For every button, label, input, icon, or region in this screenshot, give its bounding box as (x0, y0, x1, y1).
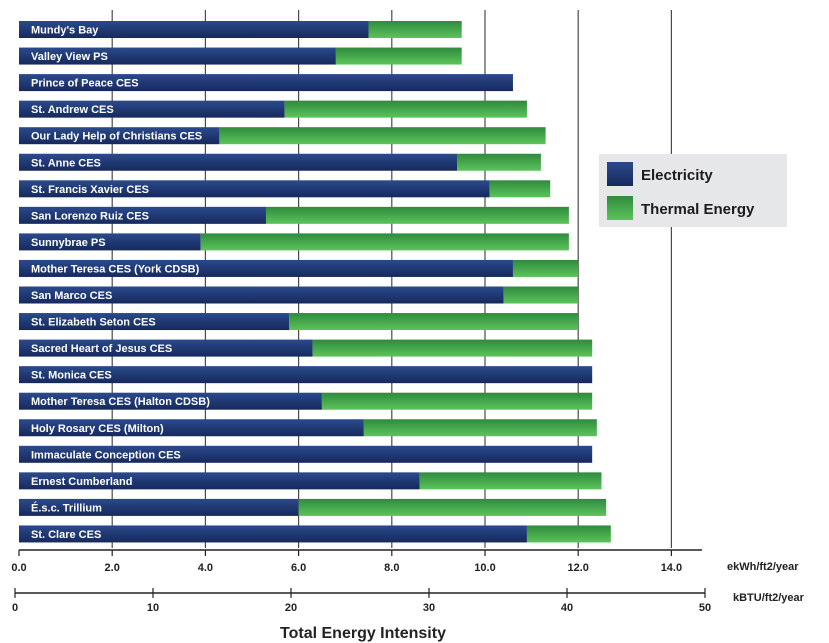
bar-label-1: Valley View PS (31, 51, 108, 63)
primary-tick-label-0: 0.0 (11, 562, 26, 574)
bar-label-17: Ernest Cumberland (31, 476, 132, 488)
bar-electricity-5 (19, 153, 458, 171)
bar-electricity-16 (19, 445, 593, 463)
bar-thermal-5 (457, 153, 541, 171)
secondary-tick-label-0: 0 (12, 602, 18, 614)
bar-thermal-10 (503, 286, 579, 304)
bar-electricity-19 (19, 525, 527, 543)
bar-electricity-4 (19, 127, 220, 145)
bar-thermal-3 (284, 100, 527, 118)
bar-thermal-6 (489, 180, 551, 198)
bar-thermal-18 (298, 498, 607, 516)
bar-label-0: Mundy's Bay (31, 25, 99, 37)
bar-label-8: Sunnybrae PS (31, 237, 106, 249)
primary-tick-label-7: 14.0 (661, 562, 682, 574)
primary-tick-label-2: 4.0 (198, 562, 213, 574)
primary-tick-label-4: 8.0 (384, 562, 399, 574)
secondary-tick-label-4: 40 (561, 602, 573, 614)
bar-thermal-8 (200, 233, 569, 251)
axis-layer: 0.0 2.0 4.0 6.0 8.0 10.0 12.0 14.0 0 10 20 30 40 50 (11, 549, 711, 614)
bar-label-11: St. Elizabeth Seton CES (31, 317, 156, 329)
grid-layer (111, 10, 673, 548)
bar-electricity-12 (19, 339, 313, 357)
bar-thermal-11 (289, 313, 579, 331)
bar-electricity-13 (19, 366, 593, 384)
secondary-tick-label-1: 10 (147, 602, 159, 614)
bar-electricity-9 (19, 259, 513, 277)
primary-tick-label-6: 12.0 (567, 562, 588, 574)
legend-swatch-thermal-energy (607, 196, 633, 220)
bar-thermal-19 (526, 525, 611, 543)
legend-swatch-electricity (607, 162, 633, 186)
bar-label-3: St. Andrew CES (31, 104, 114, 116)
bar-label-5: St. Anne CES (31, 157, 101, 169)
x-axis-title: Total Energy Intensity (280, 625, 446, 642)
bar-label-12: Sacred Heart of Jesus CES (31, 343, 172, 355)
bar-label-16: Immaculate Conception CES (31, 449, 181, 461)
bar-label-2: Prince of Peace CES (31, 78, 139, 90)
legend-label-thermal-energy: Thermal Energy (641, 201, 755, 218)
secondary-tick-label-2: 20 (285, 602, 297, 614)
legend-label-electricity: Electricity (641, 167, 713, 184)
bar-electricity-11 (19, 313, 290, 331)
bar-label-19: St. Clare CES (31, 529, 101, 541)
primary-unit-label: ekWh/ft2/year (727, 561, 799, 573)
bar-electricity-8 (19, 233, 201, 251)
bar-label-4: Our Lady Help of Christians CES (31, 131, 202, 143)
bar-thermal-7 (265, 206, 569, 224)
legend: Electricity Thermal Energy (599, 154, 787, 227)
bar-electricity-1 (19, 47, 336, 65)
bars-layer: Mundy's Bay Valley View PS Prince of Peace… (19, 21, 611, 543)
bar-label-6: St. Francis Xavier CES (31, 184, 149, 196)
bar-label-10: San Marco CES (31, 290, 112, 302)
secondary-tick-label-3: 30 (423, 602, 435, 614)
bar-thermal-1 (335, 47, 462, 65)
bar-thermal-14 (321, 392, 593, 410)
bar-electricity-0 (19, 21, 369, 38)
primary-tick-label-5: 10.0 (474, 562, 495, 574)
bar-label-18: É.s.c. Trillium (31, 501, 102, 514)
secondary-unit-label: kBTU/ft2/year (733, 592, 805, 604)
bar-electricity-6 (19, 180, 490, 198)
bar-thermal-4 (219, 127, 546, 145)
bar-thermal-9 (512, 259, 579, 277)
primary-tick-label-1: 2.0 (105, 562, 120, 574)
bar-label-14: Mother Teresa CES (Halton CDSB) (31, 396, 210, 408)
bar-thermal-12 (312, 339, 593, 357)
bar-electricity-2 (19, 74, 513, 92)
bar-label-9: Mother Teresa CES (York CDSB) (31, 263, 200, 275)
bar-electricity-17 (19, 472, 420, 490)
primary-tick-label-3: 6.0 (291, 562, 306, 574)
bar-electricity-3 (19, 100, 285, 118)
bar-thermal-0 (368, 21, 462, 38)
bar-electricity-14 (19, 392, 322, 410)
bar-thermal-15 (363, 419, 597, 437)
bar-thermal-17 (419, 472, 602, 490)
bar-label-7: San Lorenzo Ruiz CES (31, 210, 149, 222)
bar-label-15: Holy Rosary CES (Milton) (31, 423, 164, 435)
bar-electricity-18 (19, 498, 299, 516)
bar-label-13: St. Monica CES (31, 370, 112, 382)
bar-electricity-15 (19, 419, 364, 437)
bar-electricity-10 (19, 286, 504, 304)
secondary-tick-label-5: 50 (699, 602, 711, 614)
bar-electricity-7 (19, 206, 266, 224)
